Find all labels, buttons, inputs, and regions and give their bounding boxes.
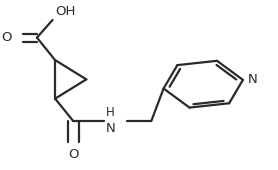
Text: O: O: [2, 31, 12, 44]
Text: H: H: [106, 106, 115, 119]
Text: O: O: [68, 148, 79, 162]
Text: N: N: [106, 122, 116, 135]
Text: N: N: [248, 73, 257, 86]
Text: OH: OH: [55, 5, 76, 18]
